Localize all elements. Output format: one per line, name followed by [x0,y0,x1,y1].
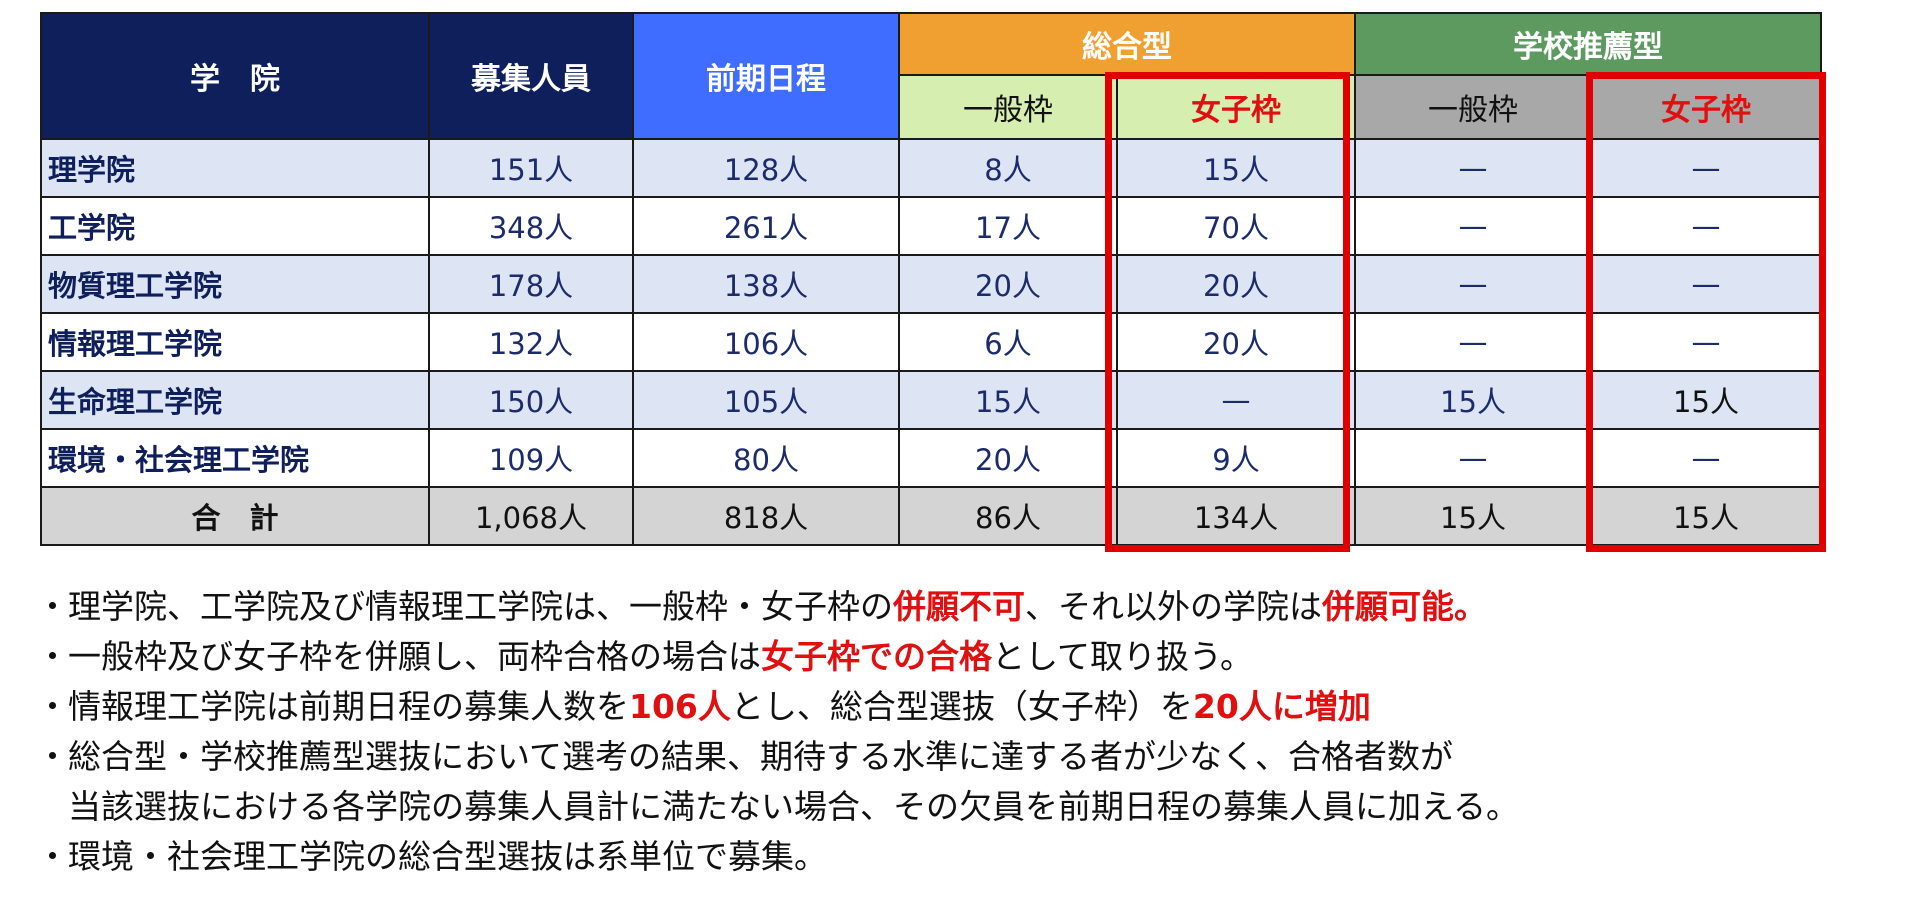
comp-women-cell: 70人 [1116,196,1356,256]
note-emphasis: 併願不可 [893,587,1025,626]
comp-women-cell: 15人 [1116,138,1356,198]
admissions-table: 学 院 募集人員 前期日程 総合型 学校推薦型 一般枠 女子枠 一般枠 女子枠 … [40,12,1822,546]
early-cell: 128人 [632,138,900,198]
early-cell: 106人 [632,312,900,372]
total-comp-general-cell: 86人 [898,486,1118,546]
total-rec-women-cell: 15人 [1590,486,1822,546]
capacity-cell: 132人 [428,312,634,372]
note-emphasis: 106人 [629,687,731,726]
header-early-schedule: 前期日程 [632,12,900,140]
note-text: とし、総合型選抜（女子枠）を [730,687,1193,726]
header-comprehensive: 総合型 [898,12,1356,76]
header-comp-general: 一般枠 [898,74,1118,140]
rec-general-cell: — [1354,428,1592,488]
header-rec-general: 一般枠 [1354,74,1592,140]
capacity-cell: 150人 [428,370,634,430]
total-capacity-cell: 1,068人 [428,486,634,546]
comp-women-cell: 20人 [1116,254,1356,314]
note-emphasis: 20人に増加 [1192,687,1371,726]
early-cell: 80人 [632,428,900,488]
rec-general-cell: — [1354,196,1592,256]
capacity-cell: 178人 [428,254,634,314]
comp-women-cell: 20人 [1116,312,1356,372]
rec-women-cell: — [1590,254,1822,314]
table-row: 理学院 151人 128人 8人 15人 — — [40,138,1822,198]
note-text: 、それ以外の学院は [1025,587,1322,626]
table-row: 物質理工学院 178人 138人 20人 20人 — — [40,254,1822,314]
bullet-marker: ・ [36,687,69,726]
table-row-total: 合 計 1,068人 818人 86人 134人 15人 15人 [40,486,1822,546]
capacity-cell: 109人 [428,428,634,488]
table-row: 生命理工学院 150人 105人 15人 — 15人 15人 [40,370,1822,430]
capacity-cell: 348人 [428,196,634,256]
admissions-table-wrapper: 学 院 募集人員 前期日程 総合型 学校推薦型 一般枠 女子枠 一般枠 女子枠 … [40,12,1822,546]
rec-women-cell: — [1590,428,1822,488]
bullet-marker: ・ [36,837,69,876]
early-cell: 261人 [632,196,900,256]
dept-name: 物質理工学院 [40,254,430,314]
total-early-cell: 818人 [632,486,900,546]
note-emphasis: 女子枠での合格 [761,637,992,676]
comp-general-cell: 17人 [898,196,1118,256]
bullet-marker: ・ [36,587,69,626]
rec-women-cell: — [1590,312,1822,372]
note-text: 情報理工学院は前期日程の募集人数を [68,687,629,726]
comp-women-cell: 9人 [1116,428,1356,488]
rec-general-cell: — [1354,138,1592,198]
note-item: ・情報理工学院は前期日程の募集人数を106人とし、総合型選抜（女子枠）を20人に… [36,682,1519,732]
header-capacity: 募集人員 [428,12,634,140]
note-item: ・環境・社会理工学院の総合型選抜は系単位で募集。 [36,832,1519,882]
note-item: ・理学院、工学院及び情報理工学院は、一般枠・女子枠の併願不可、それ以外の学院は併… [36,582,1519,632]
bullet-marker: ・ [36,637,69,676]
note-emphasis: 併願可能。 [1322,587,1487,626]
early-cell: 138人 [632,254,900,314]
note-item: ・一般枠及び女子枠を併願し、両枠合格の場合は女子枠での合格として取り扱う。 [36,632,1519,682]
dept-name: 工学院 [40,196,430,256]
rec-women-cell: 15人 [1590,370,1822,430]
early-cell: 105人 [632,370,900,430]
rec-women-cell: — [1590,138,1822,198]
bullet-marker: ・ [36,737,69,776]
comp-general-cell: 20人 [898,254,1118,314]
header-comp-women: 女子枠 [1116,74,1356,140]
comp-women-cell: — [1116,370,1356,430]
note-continuation: 当該選抜における各学院の募集人員計に満たない場合、その欠員を前期日程の募集人員に… [68,787,1520,826]
note-text: 総合型・学校推薦型選抜において選考の結果、期待する水準に達する者が少なく、合格者… [68,737,1454,776]
rec-general-cell: — [1354,254,1592,314]
comp-general-cell: 15人 [898,370,1118,430]
comp-general-cell: 20人 [898,428,1118,488]
total-label: 合 計 [40,486,430,546]
notes-list: ・理学院、工学院及び情報理工学院は、一般枠・女子枠の併願不可、それ以外の学院は併… [36,582,1519,882]
table-row: 環境・社会理工学院 109人 80人 20人 9人 — — [40,428,1822,488]
rec-general-cell: — [1354,312,1592,372]
total-comp-women-cell: 134人 [1116,486,1356,546]
header-rec-women: 女子枠 [1590,74,1822,140]
capacity-cell: 151人 [428,138,634,198]
note-text: 環境・社会理工学院の総合型選抜は系単位で募集。 [68,837,827,876]
comp-general-cell: 6人 [898,312,1118,372]
table-row: 情報理工学院 132人 106人 6人 20人 — — [40,312,1822,372]
dept-name: 環境・社会理工学院 [40,428,430,488]
note-text: として取り扱う。 [992,637,1254,676]
header-department: 学 院 [40,12,430,140]
dept-name: 情報理工学院 [40,312,430,372]
note-text: 一般枠及び女子枠を併願し、両枠合格の場合は [68,637,761,676]
table-row: 工学院 348人 261人 17人 70人 — — [40,196,1822,256]
dept-name: 生命理工学院 [40,370,430,430]
comp-general-cell: 8人 [898,138,1118,198]
dept-name: 理学院 [40,138,430,198]
header-school-recommendation: 学校推薦型 [1354,12,1822,76]
rec-women-cell: — [1590,196,1822,256]
note-item: ・総合型・学校推薦型選抜において選考の結果、期待する水準に達する者が少なく、合格… [36,732,1519,782]
rec-general-cell: 15人 [1354,370,1592,430]
note-text: 理学院、工学院及び情報理工学院は、一般枠・女子枠の [68,587,893,626]
total-rec-general-cell: 15人 [1354,486,1592,546]
